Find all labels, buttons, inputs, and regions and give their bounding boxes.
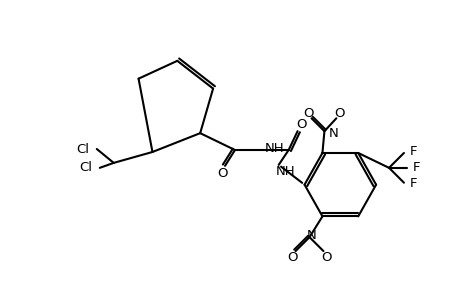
- Text: O: O: [296, 118, 306, 131]
- Text: N: N: [306, 229, 316, 242]
- Text: NH: NH: [275, 165, 295, 178]
- Text: Cl: Cl: [76, 142, 89, 155]
- Text: F: F: [409, 146, 416, 158]
- Text: O: O: [320, 251, 331, 265]
- Text: Cl: Cl: [78, 161, 92, 174]
- Text: O: O: [333, 107, 344, 120]
- Text: O: O: [216, 167, 227, 180]
- Text: NH: NH: [264, 142, 284, 154]
- Text: F: F: [412, 161, 420, 174]
- Text: N: N: [328, 127, 337, 140]
- Text: O: O: [287, 251, 297, 265]
- Text: O: O: [302, 107, 313, 120]
- Text: F: F: [409, 177, 416, 190]
